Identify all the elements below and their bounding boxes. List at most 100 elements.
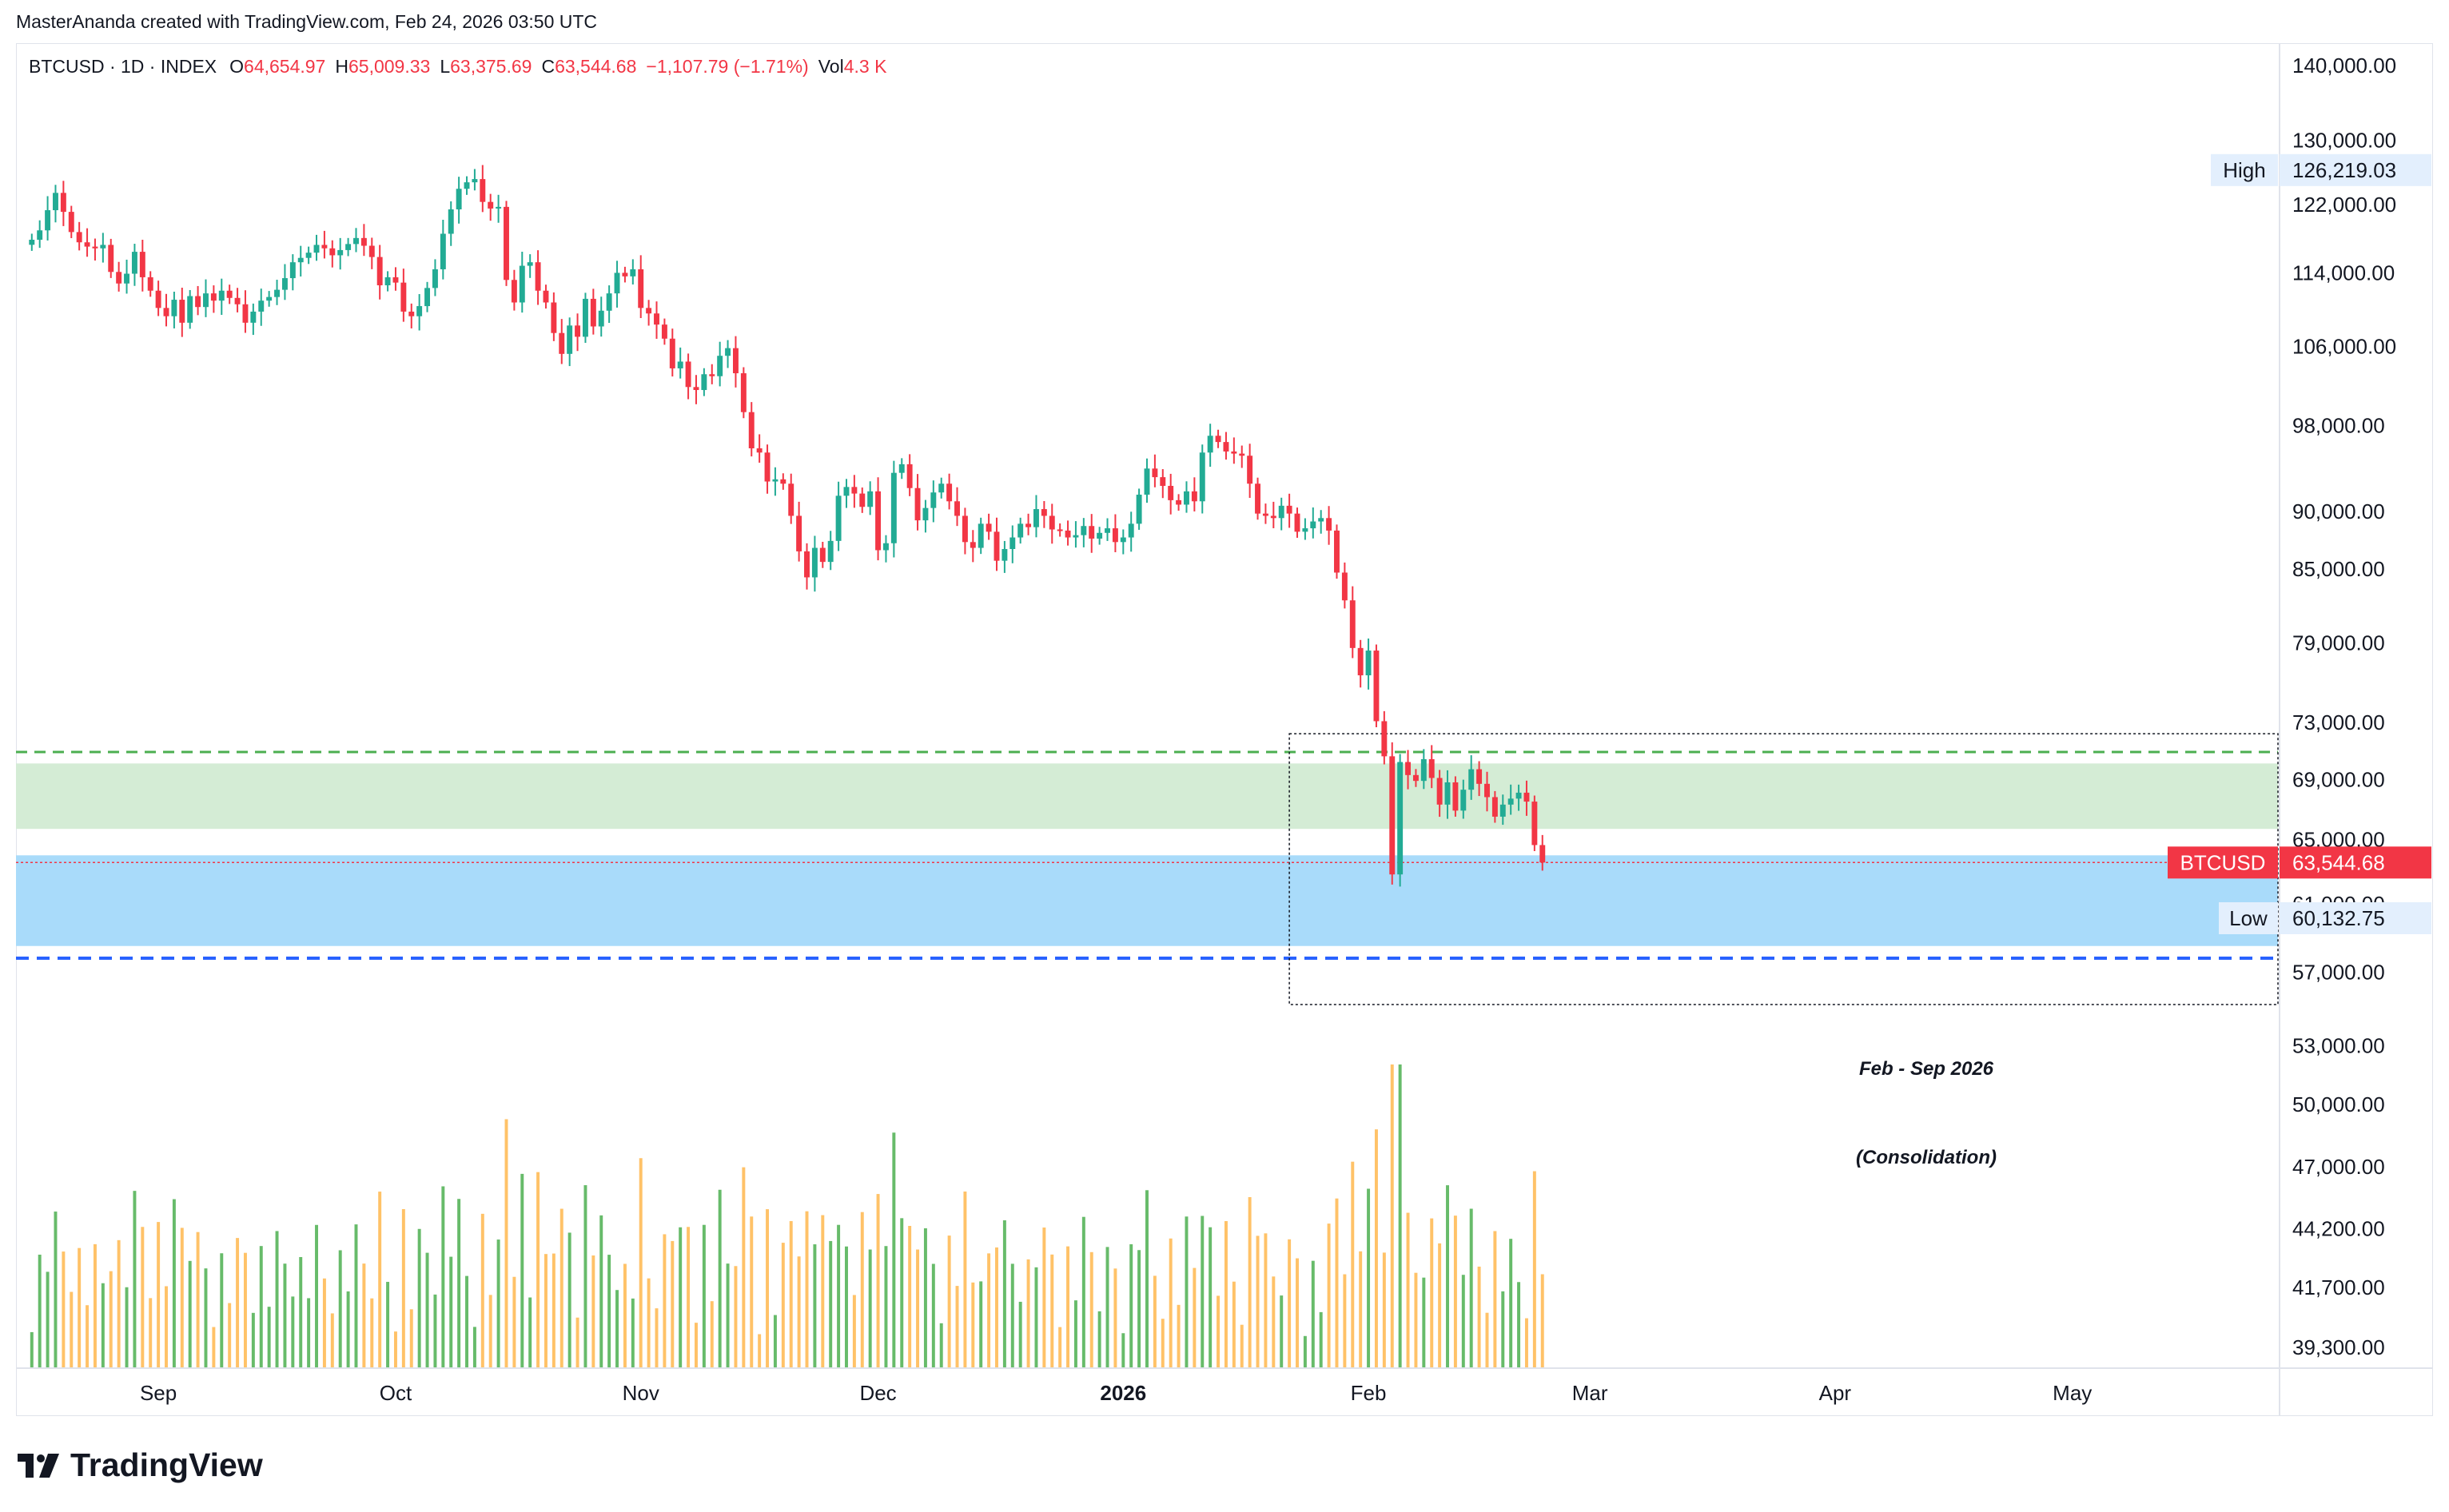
candle-body bbox=[890, 472, 897, 543]
volume-bar bbox=[702, 1224, 706, 1368]
low-label-tag bbox=[2219, 901, 2278, 934]
volume-bar bbox=[38, 1254, 42, 1368]
candle-body bbox=[376, 257, 383, 285]
candle-body bbox=[914, 487, 921, 521]
legend-low-label: L bbox=[440, 56, 451, 77]
candle-body bbox=[661, 324, 667, 339]
price-axis-tick-label: 53,000.00 bbox=[2292, 1033, 2385, 1057]
candle-body bbox=[994, 531, 1000, 561]
price-axis-tick-label: 69,000.00 bbox=[2292, 767, 2385, 791]
volume-bar bbox=[1034, 1267, 1038, 1368]
candle-body bbox=[559, 332, 565, 354]
symbol-label-tag bbox=[2168, 846, 2278, 879]
candle-body bbox=[764, 452, 771, 482]
legend-volume-value: 4.3 K bbox=[843, 56, 887, 77]
volume-bar bbox=[1097, 1311, 1101, 1368]
candle-body bbox=[906, 464, 913, 488]
candle-body bbox=[772, 479, 779, 482]
volume-bar bbox=[386, 1282, 390, 1368]
tradingview-logo[interactable]: TradingView bbox=[18, 1446, 263, 1484]
candle-body bbox=[392, 277, 399, 283]
candle-body bbox=[748, 412, 755, 448]
volume-bar bbox=[1359, 1251, 1363, 1368]
candle-body bbox=[630, 269, 636, 277]
volume-bar bbox=[1453, 1216, 1457, 1368]
candle-body bbox=[313, 245, 320, 253]
candle-body bbox=[1168, 485, 1174, 500]
volume-bar bbox=[615, 1290, 619, 1368]
candle-body bbox=[124, 273, 129, 284]
candle-body bbox=[882, 543, 889, 551]
candle-body bbox=[1136, 494, 1142, 524]
volume-bar bbox=[805, 1211, 809, 1368]
candle-body bbox=[898, 464, 905, 473]
volume-bar bbox=[742, 1167, 746, 1368]
candle-body bbox=[1105, 528, 1110, 533]
price-axis-tick-label: 73,000.00 bbox=[2292, 710, 2385, 734]
volume-bar bbox=[583, 1185, 587, 1368]
volume-bar bbox=[1280, 1295, 1284, 1368]
candle-body bbox=[1334, 530, 1340, 573]
price-axis-tick-label: 98,000.00 bbox=[2292, 413, 2385, 437]
high-value-text: 126,219.03 bbox=[2292, 158, 2396, 182]
candle-body bbox=[488, 201, 494, 209]
volume-bar bbox=[1129, 1243, 1133, 1368]
candle-body bbox=[1420, 758, 1427, 782]
volume-bar bbox=[797, 1256, 801, 1368]
volume-bar bbox=[710, 1301, 714, 1368]
candle-body bbox=[1318, 518, 1324, 522]
candle-body bbox=[496, 206, 502, 209]
volume-bar bbox=[1272, 1276, 1276, 1368]
annotation-consolidation: (Consolidation) bbox=[1856, 1147, 1997, 1168]
candle-body bbox=[1184, 491, 1189, 505]
volume-bar bbox=[1010, 1263, 1014, 1368]
legend-close-label: C bbox=[541, 56, 556, 77]
candle-body bbox=[930, 492, 937, 508]
volume-bar bbox=[520, 1173, 524, 1368]
candle-body bbox=[1326, 518, 1332, 531]
candle-body bbox=[622, 273, 628, 277]
volume-bar bbox=[330, 1313, 334, 1368]
candle-body bbox=[511, 280, 517, 303]
candle-body bbox=[53, 193, 58, 211]
volume-bar bbox=[172, 1199, 176, 1368]
candle-body bbox=[1389, 756, 1396, 875]
candle-body bbox=[329, 248, 336, 256]
candle-body bbox=[646, 308, 652, 314]
candle-body bbox=[368, 245, 375, 257]
volume-bar bbox=[1469, 1208, 1473, 1368]
volume-bar bbox=[480, 1213, 484, 1368]
candle-body bbox=[76, 232, 82, 243]
volume-bar bbox=[963, 1191, 967, 1368]
volume-bar bbox=[995, 1247, 998, 1368]
candle-body bbox=[519, 265, 525, 303]
volume-bar bbox=[346, 1291, 350, 1368]
candle-body bbox=[1057, 529, 1063, 531]
volume-bar bbox=[679, 1227, 683, 1368]
volume-bar bbox=[1137, 1250, 1141, 1368]
candle-body bbox=[1381, 721, 1388, 757]
volume-bar bbox=[78, 1247, 82, 1368]
volume-bar bbox=[655, 1308, 659, 1368]
volume-bar bbox=[671, 1240, 675, 1368]
candle-body bbox=[400, 282, 407, 312]
volume-bar bbox=[687, 1227, 691, 1368]
candle-body bbox=[1349, 600, 1356, 648]
volume-bar bbox=[267, 1307, 271, 1368]
price-axis-tick-label: 57,000.00 bbox=[2292, 961, 2385, 985]
volume-bar bbox=[1319, 1311, 1323, 1368]
candle-body bbox=[1081, 526, 1087, 535]
candle-body bbox=[289, 262, 296, 279]
candle-body bbox=[796, 515, 802, 551]
volume-bar bbox=[133, 1191, 137, 1368]
last-price-tag bbox=[2280, 846, 2431, 879]
volume-bar bbox=[236, 1238, 240, 1368]
volume-bar bbox=[552, 1253, 556, 1368]
candle-body bbox=[242, 304, 249, 323]
candle-body bbox=[195, 296, 201, 308]
volume-bar bbox=[1485, 1312, 1489, 1368]
candle-body bbox=[1523, 792, 1530, 802]
volume-bar bbox=[1177, 1304, 1181, 1368]
candle-body bbox=[535, 262, 541, 291]
